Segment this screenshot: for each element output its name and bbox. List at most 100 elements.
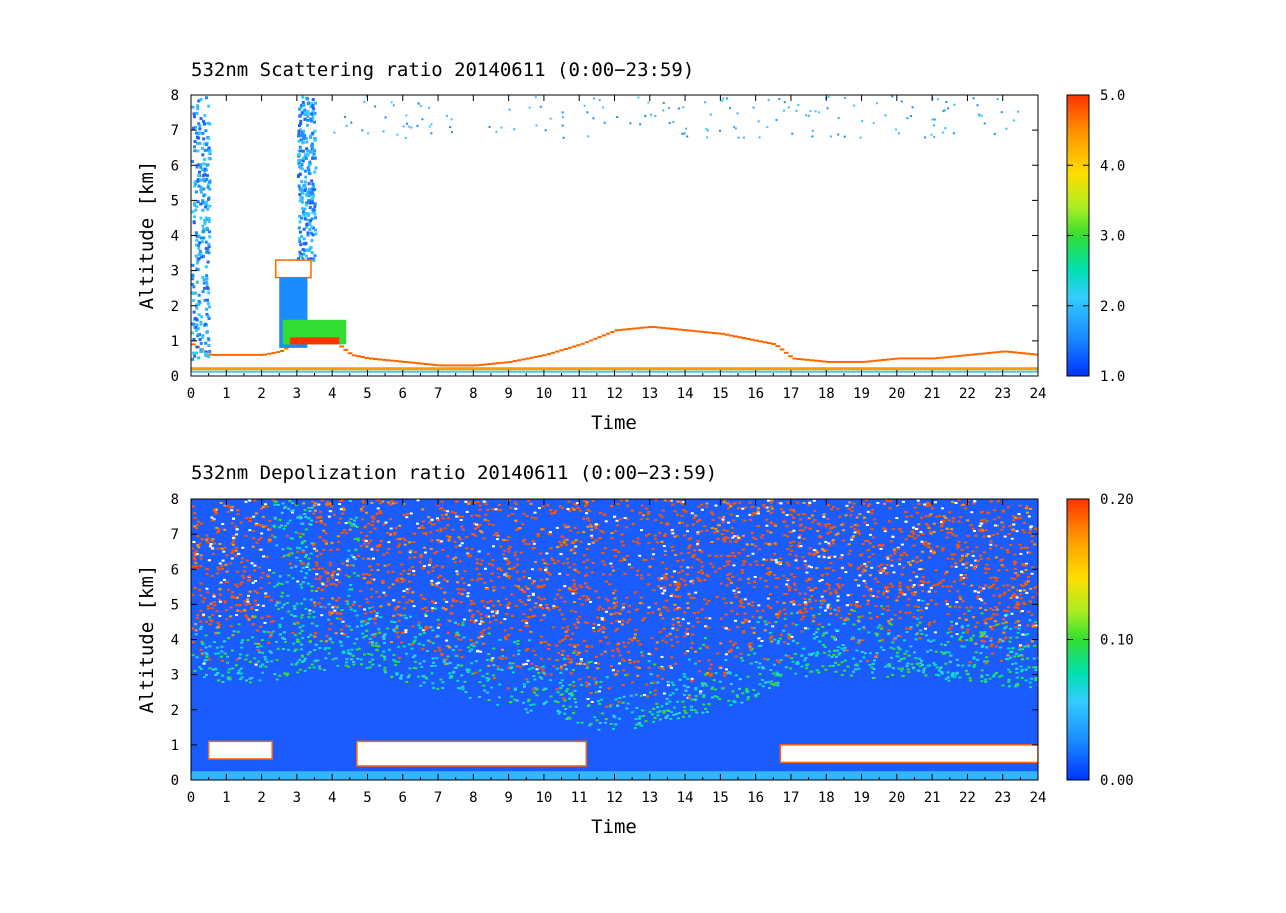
depol-pixel [266, 556, 269, 558]
depol-pixel [656, 641, 659, 643]
depol-pixel [394, 664, 397, 666]
depol-pixel [244, 614, 247, 616]
aerosol-layer-edge [725, 334, 730, 336]
surface-layer-cell [280, 371, 285, 373]
depol-pixel [211, 519, 214, 521]
surface-layer-cell [386, 371, 391, 373]
depol-pixel [726, 584, 729, 586]
depol-pixel [703, 598, 706, 600]
depol-pixel [920, 580, 923, 582]
depol-pixel [821, 596, 824, 598]
depol-pixel [973, 658, 976, 660]
depol-pixel [294, 634, 297, 636]
aerosol-layer-edge [860, 361, 865, 363]
depol-pixel [905, 650, 908, 652]
depol-pixel [764, 629, 767, 631]
depol-pixel [859, 660, 862, 662]
aerosol-layer-edge [835, 361, 840, 363]
depol-pixel [675, 689, 678, 691]
speckle-pixel [860, 137, 862, 139]
depol-pixel [199, 595, 202, 597]
depol-pixel [533, 692, 536, 694]
depol-pixel [200, 558, 203, 560]
depolarization-panel: 532nm Depolization ratio 20140611 (0:00−… [136, 462, 1134, 838]
depol-pixel [828, 650, 831, 652]
depol-pixel [308, 609, 311, 611]
surface-layer-cell [818, 367, 823, 370]
depol-pixel [522, 613, 525, 615]
aerosol-layer-edge [1021, 352, 1026, 354]
depol-pixel [998, 676, 1001, 678]
depol-pixel [564, 708, 567, 710]
cirrus-pixel [198, 132, 201, 135]
surface-layer-cell [945, 371, 950, 373]
depol-pixel [630, 567, 633, 569]
depol-pixel [636, 538, 639, 540]
depol-pixel [419, 627, 422, 629]
depol-pixel [916, 512, 919, 514]
depol-pixel [769, 637, 772, 639]
depol-pixel [654, 689, 657, 691]
depol-pixel [844, 571, 847, 573]
depol-pixel [784, 618, 787, 620]
cirrus-pixel [200, 315, 203, 318]
depol-pixel [878, 624, 881, 626]
depol-pixel [513, 699, 516, 701]
speckle-pixel [719, 130, 721, 132]
depol-pixel [1026, 624, 1029, 626]
depol-pixel [710, 664, 713, 666]
depol-pixel [782, 520, 785, 522]
depol-pixel [374, 645, 377, 647]
depol-pixel [858, 566, 861, 568]
aerosol-layer-cell [589, 340, 594, 376]
surface-layer-cell [288, 367, 293, 370]
aerosol-layer-edge [996, 351, 1001, 353]
depol-pixel [828, 523, 831, 525]
depol-pixel [886, 605, 889, 607]
depol-pixel [390, 528, 393, 530]
surface-layer-cell [462, 367, 467, 370]
depol-pixel [418, 643, 421, 645]
depol-pixel [887, 632, 890, 634]
cirrus-pixel [207, 251, 210, 254]
depol-pixel [292, 643, 295, 645]
depol-pixel [581, 722, 584, 724]
depol-pixel [255, 603, 258, 605]
aerosol-layer-edge [780, 348, 785, 350]
surface-layer-cell [835, 367, 840, 370]
depol-pixel [957, 541, 960, 543]
cirrus-pixel [299, 196, 302, 199]
surface-layer-cell [369, 367, 374, 370]
depol-pixel [876, 581, 879, 583]
depol-pixel [934, 631, 937, 633]
depol-pixel [609, 563, 612, 565]
depol-pixel [910, 515, 913, 517]
depol-pixel [672, 618, 675, 620]
speckle-pixel [844, 97, 846, 99]
aerosol-layer-edge [538, 355, 543, 357]
depol-pixel [686, 678, 689, 680]
depol-pixel [550, 674, 553, 676]
depol-pixel [264, 622, 267, 624]
depol-pixel [922, 669, 925, 671]
depol-pixel [396, 673, 399, 675]
speckle-pixel [944, 109, 946, 111]
depol-pixel [907, 535, 910, 537]
depol-pixel [683, 580, 686, 582]
depol-pixel [907, 604, 910, 606]
depol-pixel [210, 620, 213, 622]
depol-pixel [817, 556, 820, 558]
depol-pixel [471, 616, 474, 618]
aerosol-layer-cell [945, 357, 950, 376]
depol-pixel [805, 675, 808, 677]
depol-pixel [470, 600, 473, 602]
depol-pixel [481, 675, 484, 677]
depol-pixel [642, 514, 645, 516]
depol-pixel [994, 606, 997, 608]
depol-pixel [599, 537, 602, 539]
speckle-pixel [683, 133, 685, 135]
surface-layer-cell [382, 371, 387, 373]
depol-pixel [329, 549, 332, 551]
aerosol-layer-cell [958, 356, 963, 376]
depol-pixel [300, 587, 303, 589]
